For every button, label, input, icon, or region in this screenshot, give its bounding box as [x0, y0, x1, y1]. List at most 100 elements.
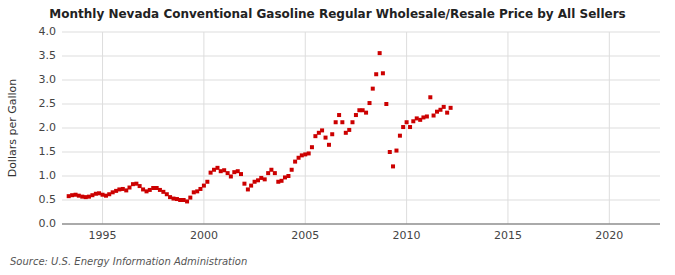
y-grid-line — [62, 152, 660, 153]
point — [192, 190, 196, 194]
point — [212, 168, 216, 172]
point — [310, 145, 314, 149]
point — [340, 120, 344, 124]
point — [259, 176, 263, 180]
x-tick-label: 2005 — [291, 229, 319, 242]
point — [350, 120, 354, 124]
point — [90, 193, 94, 197]
point — [428, 95, 432, 99]
point — [178, 198, 182, 202]
point — [202, 184, 206, 188]
point — [388, 150, 392, 154]
point — [378, 51, 382, 55]
x-tick-label: 2000 — [190, 229, 218, 242]
x-axis-line — [62, 224, 660, 225]
point — [330, 132, 334, 136]
x-grid-line — [609, 32, 610, 224]
point — [269, 168, 273, 172]
point — [128, 186, 132, 190]
point — [219, 169, 223, 173]
point — [239, 172, 243, 176]
point — [415, 116, 419, 120]
point — [209, 171, 213, 175]
point — [80, 195, 84, 199]
point — [442, 105, 446, 109]
point — [361, 108, 365, 112]
title: Monthly Nevada Conventional Gasoline Reg… — [49, 7, 625, 21]
point — [381, 71, 385, 75]
point — [435, 110, 439, 114]
y-grid-line — [62, 176, 660, 177]
point — [232, 170, 236, 174]
point — [131, 182, 135, 186]
y-tick-label: 0.5 — [39, 193, 57, 206]
y-tick-label: 1.0 — [39, 169, 57, 182]
point — [198, 187, 202, 191]
point — [432, 114, 436, 118]
grid — [62, 32, 660, 224]
point — [67, 194, 71, 198]
y-tick-label: 2.5 — [39, 97, 57, 110]
point — [107, 192, 111, 196]
point — [374, 72, 378, 76]
point — [401, 125, 405, 129]
point — [87, 195, 91, 199]
point — [371, 87, 375, 91]
point — [229, 174, 233, 178]
x-grid-line — [507, 32, 508, 224]
y-tick-label: 3.0 — [39, 73, 57, 86]
x-tick-label: 2015 — [494, 229, 522, 242]
y-tick-label: 1.5 — [39, 145, 57, 158]
point — [408, 125, 412, 129]
point — [273, 171, 277, 175]
y-axis-label: Dollars per Gallon — [6, 79, 19, 178]
y-grid-line — [62, 200, 660, 201]
point — [148, 188, 152, 192]
y-grid-line — [62, 56, 660, 57]
point — [161, 190, 165, 194]
point — [303, 152, 307, 156]
x-tick-label: 2020 — [595, 229, 623, 242]
point — [121, 187, 125, 191]
points — [67, 51, 453, 203]
point — [327, 143, 331, 147]
y-grid-line — [62, 224, 660, 225]
point — [300, 153, 304, 157]
y-grid-line — [62, 32, 660, 33]
point — [391, 164, 395, 168]
point — [411, 119, 415, 123]
source-note: Source: U.S. Energy Information Administ… — [10, 256, 247, 267]
point — [242, 182, 246, 186]
point — [337, 113, 341, 117]
point — [111, 190, 115, 194]
ticks: 0.00.51.01.52.02.53.03.54.01995200020052… — [39, 25, 624, 242]
point — [138, 184, 142, 188]
point — [246, 187, 250, 191]
point — [101, 193, 105, 197]
point — [290, 168, 294, 172]
point — [263, 177, 267, 181]
point — [283, 175, 287, 179]
x-grid-line — [305, 32, 306, 224]
point — [313, 134, 317, 138]
point — [286, 174, 290, 178]
point — [97, 191, 101, 195]
point — [70, 193, 74, 197]
point — [405, 120, 409, 124]
x-tick-label: 1995 — [89, 229, 117, 242]
point — [334, 120, 338, 124]
point — [188, 196, 192, 200]
point — [185, 199, 189, 203]
point — [168, 195, 172, 199]
point — [320, 128, 324, 132]
point — [222, 168, 226, 172]
point — [117, 187, 121, 191]
point — [368, 101, 372, 105]
point — [347, 128, 351, 132]
point — [394, 149, 398, 153]
point — [425, 114, 429, 118]
point — [354, 113, 358, 117]
point — [398, 134, 402, 138]
y-tick-label: 0.0 — [39, 217, 57, 230]
point — [77, 194, 81, 198]
